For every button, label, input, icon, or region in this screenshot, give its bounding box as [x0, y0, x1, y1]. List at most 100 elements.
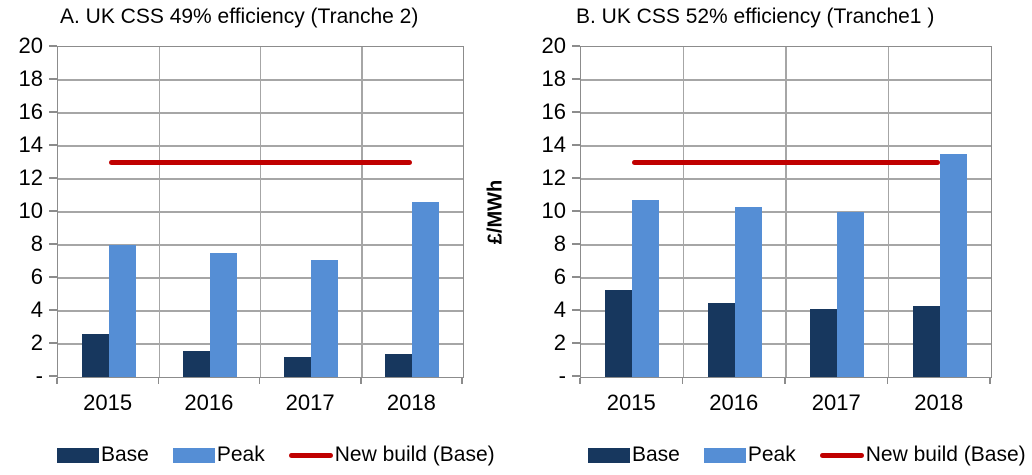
y-tick-label: 14	[18, 132, 43, 157]
peak-swatch-icon	[172, 447, 215, 463]
y-tick-mark	[49, 144, 57, 146]
y-tick-label: -	[35, 363, 43, 388]
y-tick-mark	[572, 276, 580, 278]
bar-peak	[209, 253, 237, 377]
new-build-line	[108, 160, 413, 165]
x-category-label: 2017	[811, 390, 861, 415]
y-tick-label: 10	[541, 198, 566, 223]
y-tick-label: 12	[18, 165, 43, 190]
bar-peak	[939, 154, 967, 377]
y-tick-mark	[572, 144, 580, 146]
y-tick-label: 18	[541, 66, 566, 91]
x-tick-mark	[681, 377, 684, 384]
new-build-line-icon	[819, 452, 864, 458]
x-category-label: 2017	[285, 390, 335, 415]
bar-peak	[837, 212, 865, 377]
y-tick-label: 8	[30, 231, 43, 256]
y-tick-label: -	[558, 363, 566, 388]
y-tick-label: 16	[541, 99, 566, 124]
category-separator	[259, 47, 262, 377]
x-category-label: 2016	[709, 390, 759, 415]
x-tick-mark	[461, 377, 463, 384]
peak-swatch-icon	[703, 447, 746, 463]
y-tick-mark	[49, 309, 57, 311]
bar-base	[605, 289, 633, 377]
legend-label: Base	[101, 443, 149, 466]
y-tick-mark	[49, 276, 57, 278]
category-separator	[158, 47, 160, 377]
chart-a-title: A. UK CSS 49% efficiency (Tranche 2)	[60, 5, 419, 28]
legend-item-base: Base	[588, 443, 680, 467]
chart-b-plot-area	[580, 46, 992, 378]
y-tick-mark	[49, 375, 57, 377]
legend-item-peak: Peak	[703, 443, 796, 467]
y-tick-label: 14	[541, 132, 566, 157]
legend-item-peak: Peak	[172, 443, 265, 467]
y-tick-label: 4	[553, 297, 566, 322]
bar-base	[284, 357, 312, 377]
x-tick-mark	[258, 377, 261, 384]
bar-peak	[311, 259, 339, 377]
legend-label: Base	[632, 443, 680, 466]
y-tick-mark	[572, 177, 580, 179]
chart-a-legend: Base Peak New build (Base)	[57, 442, 495, 468]
chart-b-legend: Base Peak New build (Base)	[588, 442, 1026, 468]
category-separator	[361, 47, 363, 377]
y-tick-label: 20	[18, 33, 43, 58]
bar-base	[912, 306, 940, 377]
y-tick-mark	[49, 78, 57, 80]
bar-base	[810, 309, 838, 377]
x-tick-mark	[360, 377, 362, 384]
legend-label: New build (Base)	[334, 443, 495, 466]
y-tick-mark	[49, 111, 57, 113]
y-tick-mark	[572, 375, 580, 377]
y-tick-label: 18	[18, 66, 43, 91]
new-build-line-icon	[288, 452, 333, 458]
new-build-line	[632, 160, 940, 165]
x-tick-mark	[579, 377, 581, 384]
x-tick-mark	[56, 377, 58, 384]
y-tick-label: 10	[18, 198, 43, 223]
y-tick-mark	[572, 342, 580, 344]
category-separator	[682, 47, 685, 377]
x-tick-mark	[784, 377, 786, 384]
legend-item-new-build: New build (Base)	[819, 443, 1026, 467]
bar-peak	[108, 245, 136, 377]
x-category-label: 2015	[606, 390, 656, 415]
y-tick-mark	[49, 243, 57, 245]
legend-label: Peak	[747, 443, 796, 466]
bar-base	[81, 334, 109, 377]
legend-label: New build (Base)	[865, 443, 1026, 466]
y-tick-label: 16	[18, 99, 43, 124]
y-tick-mark	[572, 243, 580, 245]
chart-a-plot-area	[57, 46, 464, 378]
y-axis-label: £/MWh	[484, 179, 507, 245]
y-tick-mark	[572, 111, 580, 113]
y-tick-mark	[572, 45, 580, 47]
bar-peak	[412, 202, 440, 377]
bar-peak	[632, 200, 660, 377]
base-swatch-icon	[588, 447, 630, 463]
y-tick-mark	[49, 177, 57, 179]
bar-peak	[734, 207, 762, 377]
x-category-label: 2015	[83, 390, 133, 415]
y-tick-label: 2	[553, 330, 566, 355]
y-tick-mark	[572, 309, 580, 311]
y-tick-mark	[49, 45, 57, 47]
y-tick-mark	[572, 78, 580, 80]
bar-base	[707, 302, 735, 377]
y-tick-label: 8	[553, 231, 566, 256]
x-tick-mark	[989, 377, 991, 384]
x-tick-mark	[886, 377, 889, 384]
category-separator	[785, 47, 787, 377]
legend-item-base: Base	[57, 443, 149, 467]
legend-item-new-build: New build (Base)	[288, 443, 495, 467]
y-tick-mark	[49, 210, 57, 212]
y-tick-label: 4	[30, 297, 43, 322]
x-category-label: 2018	[386, 390, 436, 415]
y-tick-mark	[49, 342, 57, 344]
y-tick-label: 6	[553, 264, 566, 289]
x-category-label: 2018	[914, 390, 964, 415]
y-tick-label: 6	[30, 264, 43, 289]
